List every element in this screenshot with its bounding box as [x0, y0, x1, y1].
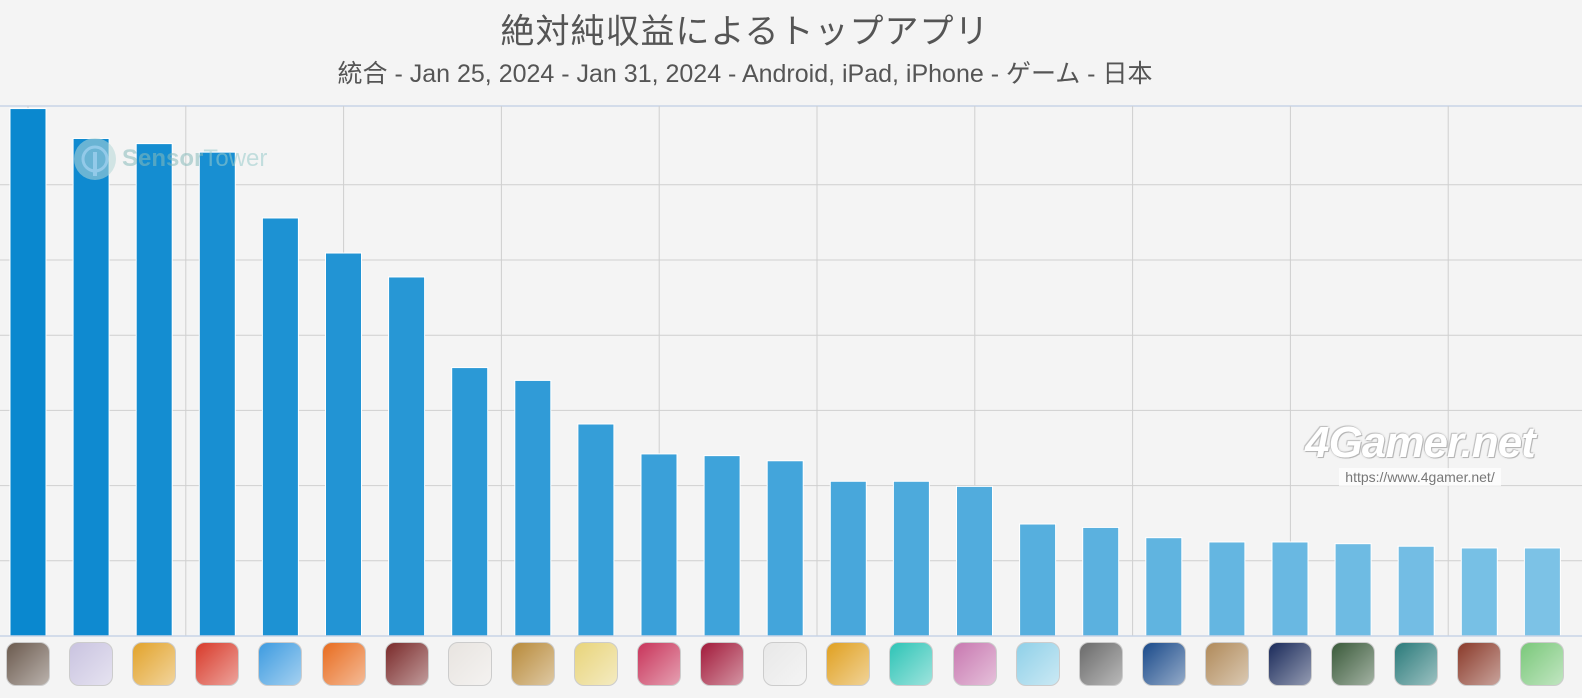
bar-18[interactable] [1082, 526, 1120, 637]
app-icon-1[interactable] [6, 642, 50, 686]
site-logo: 4Gamer.net [1305, 418, 1536, 467]
app-icon-4[interactable] [195, 642, 240, 686]
bar-5[interactable] [261, 217, 299, 637]
app-icon-22[interactable] [1331, 642, 1376, 686]
app-icon-3[interactable] [132, 642, 177, 686]
app-icon-21[interactable] [1268, 642, 1312, 686]
chart-title: 絶対純収益によるトップアプリ [500, 13, 990, 51]
app-icon-17[interactable] [1015, 642, 1060, 686]
sensor-tower-logo-icon [74, 138, 116, 180]
app-icon-16[interactable] [952, 642, 997, 686]
bar-22[interactable] [1334, 543, 1372, 637]
bar-9[interactable] [514, 379, 552, 637]
app-icon-13[interactable] [763, 642, 808, 686]
bar-17[interactable] [1019, 523, 1057, 637]
app-icon-25[interactable] [1520, 642, 1565, 686]
app-icon-2[interactable] [69, 642, 114, 686]
bar-21[interactable] [1271, 541, 1309, 637]
bar-11[interactable] [640, 453, 678, 637]
bar-2[interactable] [72, 137, 110, 637]
bar-23[interactable] [1397, 545, 1435, 637]
bar-1[interactable] [9, 108, 47, 637]
app-icon-11[interactable] [637, 642, 681, 686]
app-icon-15[interactable] [889, 642, 934, 686]
app-icon-19[interactable] [1141, 642, 1186, 686]
bar-19[interactable] [1145, 537, 1183, 637]
bar-20[interactable] [1208, 541, 1246, 637]
app-icon-23[interactable] [1394, 642, 1439, 686]
chart-subtitle: 統合 - Jan 25, 2024 - Jan 31, 2024 - Andro… [337, 60, 1153, 88]
bar-13[interactable] [766, 460, 804, 637]
bar-14[interactable] [829, 480, 867, 637]
app-icon-5[interactable] [258, 642, 303, 686]
site-watermark: 4Gamer.net https://www.4gamer.net/ [1300, 418, 1540, 487]
bar-4[interactable] [198, 151, 236, 637]
app-icon-18[interactable] [1078, 642, 1123, 686]
sensor-tower-text: SensorTower [122, 145, 268, 172]
bar-chart [0, 105, 1582, 637]
bar-6[interactable] [325, 252, 362, 637]
site-url: https://www.4gamer.net/ [1339, 468, 1501, 486]
app-icon-7[interactable] [384, 642, 429, 686]
app-icon-24[interactable] [1457, 642, 1502, 686]
bar-16[interactable] [956, 485, 993, 637]
app-icon-6[interactable] [321, 642, 366, 686]
bar-10[interactable] [577, 423, 615, 637]
bar-15[interactable] [892, 480, 930, 637]
bar-12[interactable] [703, 455, 741, 637]
app-icon-12[interactable] [700, 642, 745, 686]
sensor-tower-watermark: SensorTower [72, 136, 267, 182]
app-icon-20[interactable] [1204, 642, 1249, 686]
app-icon-8[interactable] [447, 642, 492, 686]
app-icon-10[interactable] [573, 642, 618, 686]
bar-3[interactable] [135, 143, 173, 637]
app-icon-9[interactable] [510, 642, 555, 686]
app-icon-row [0, 640, 1582, 692]
bar-8[interactable] [451, 367, 489, 637]
bar-7[interactable] [388, 276, 426, 637]
app-icon-14[interactable] [826, 642, 871, 686]
bar-25[interactable] [1523, 547, 1561, 637]
bar-24[interactable] [1460, 547, 1498, 637]
